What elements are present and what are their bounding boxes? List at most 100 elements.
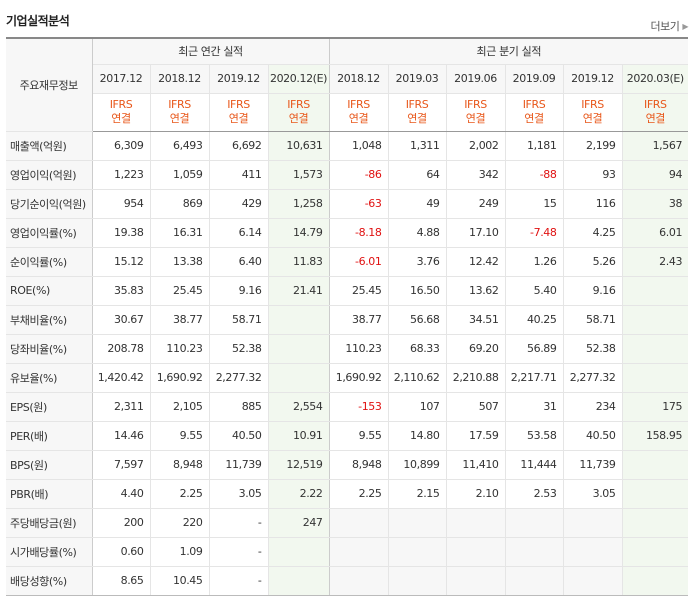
value-cell [268, 305, 330, 335]
value-cell: 208.78 [92, 334, 151, 364]
value-cell: 53.58 [505, 421, 564, 451]
value-cell: 35.83 [92, 276, 151, 306]
value-cell: 4.40 [92, 479, 151, 509]
row-label: 당좌비율(%) [6, 334, 93, 364]
ifrs-label: IFRS 연결 [329, 93, 389, 132]
value-cell: 954 [92, 189, 151, 219]
value-cell [622, 479, 689, 509]
value-cell: 247 [268, 507, 330, 538]
value-cell: 2,554 [268, 391, 330, 422]
value-cell: 0.60 [92, 537, 151, 567]
value-cell: -86 [329, 160, 389, 190]
table-row: EPS(원) 2,311 2,105 885 2,554 -153 107 507 31 234 1… [6, 391, 689, 422]
value-cell: 15.12 [92, 247, 151, 277]
value-cell: 58.71 [563, 305, 623, 335]
row-label: 부채비율(%) [6, 305, 93, 335]
value-cell [446, 507, 506, 538]
value-cell: 10.91 [268, 421, 330, 451]
value-cell: 2,105 [150, 391, 210, 422]
value-cell [268, 363, 330, 393]
value-cell: 6.14 [209, 217, 269, 248]
value-cell: 2,199 [563, 131, 623, 161]
ifrs-top: IFRS [581, 98, 604, 111]
period-header: 2019.06 [446, 64, 506, 94]
value-cell: 14.80 [388, 421, 447, 451]
value-cell: 58.71 [209, 305, 269, 335]
table-row: 영업이익(억원) 1,223 1,059 411 1,573 -86 64 342 -88 93 9… [6, 160, 689, 190]
value-cell: -7.48 [505, 217, 564, 248]
value-cell: -63 [329, 189, 389, 219]
more-link[interactable]: 더보기 ▶ [650, 18, 688, 34]
value-cell: 93 [563, 160, 623, 190]
value-cell [329, 537, 389, 567]
value-cell: 3.76 [388, 247, 447, 277]
value-cell: 2.53 [505, 479, 564, 509]
value-cell: 10,631 [268, 131, 330, 161]
value-cell: 2.15 [388, 479, 447, 509]
value-cell: 31 [505, 391, 564, 422]
value-cell: 9.55 [150, 421, 210, 451]
row-label: BPS(원) [6, 450, 93, 480]
value-cell [268, 537, 330, 567]
value-cell: 885 [209, 391, 269, 422]
period-header: 2020.12(E) [268, 64, 330, 94]
value-cell: 21.41 [268, 276, 330, 306]
ifrs-bottom: 연결 [228, 112, 249, 125]
value-cell: 342 [446, 160, 506, 190]
value-cell: 68.33 [388, 334, 447, 364]
value-cell [563, 507, 623, 538]
period-header: 2018.12 [150, 64, 210, 94]
value-cell: 2.43 [622, 247, 689, 277]
value-cell [563, 566, 623, 596]
period-header: 2019.12 [563, 64, 623, 94]
ifrs-bottom: 연결 [407, 112, 427, 125]
value-cell: 107 [388, 391, 447, 422]
financial-table: 주요재무정보 최근 연간 실적 최근 분기 실적 2017.12 2018.12 2… [6, 37, 689, 596]
value-cell: 64 [388, 160, 447, 190]
value-cell: 110.23 [329, 334, 389, 364]
value-cell [268, 334, 330, 364]
value-cell [622, 537, 689, 567]
period-header: 2017.12 [92, 64, 151, 94]
ifrs-label: IFRS 연결 [92, 93, 151, 132]
value-cell [622, 334, 689, 364]
ifrs-label: IFRS 연결 [563, 93, 623, 132]
value-cell [563, 537, 623, 567]
value-cell: 1,223 [92, 160, 151, 190]
period-header: 2020.03(E) [622, 64, 689, 94]
value-cell [622, 450, 689, 480]
value-cell: 9.16 [563, 276, 623, 306]
value-cell: 11,739 [563, 450, 623, 480]
value-cell: 94 [622, 160, 689, 190]
ifrs-bottom: 연결 [169, 112, 190, 125]
value-cell: 25.45 [329, 276, 389, 306]
value-cell [268, 566, 330, 596]
ifrs-label: IFRS 연결 [505, 93, 564, 132]
value-cell: 13.62 [446, 276, 506, 306]
value-cell: - [209, 537, 269, 567]
value-cell [329, 507, 389, 538]
value-cell: 30.67 [92, 305, 151, 335]
row-label: PER(배) [6, 421, 93, 451]
value-cell: 16.31 [150, 217, 210, 248]
value-cell: 175 [622, 391, 689, 422]
value-cell [622, 305, 689, 335]
table-row: 부채비율(%) 30.67 38.77 58.71 38.77 56.68 34.51 40.… [6, 305, 689, 335]
row-label: 주당배당금(원) [6, 507, 93, 538]
row-label: 순이익률(%) [6, 247, 93, 277]
row-label: ROE(%) [6, 276, 93, 306]
value-cell [622, 566, 689, 596]
table-row: 영업이익률(%) 19.38 16.31 6.14 14.79 -8.18 4.88 17.1… [6, 217, 689, 248]
value-cell [622, 276, 689, 306]
value-cell: 34.51 [446, 305, 506, 335]
value-cell: 8.65 [92, 566, 151, 596]
quarter-group-header: 최근 분기 실적 [329, 37, 689, 65]
table-row: PBR(배) 4.40 2.25 3.05 2.22 2.25 2.15 2.10 2.53 3.… [6, 479, 689, 509]
value-cell: 1,258 [268, 189, 330, 219]
row-label: EPS(원) [6, 391, 93, 422]
value-cell: 2,110.62 [388, 363, 447, 393]
ifrs-label: IFRS 연결 [268, 93, 330, 132]
value-cell: 25.45 [150, 276, 210, 306]
table-body: 매출액(억원) 6,309 6,493 6,692 10,631 1,048 1,311 2,… [6, 131, 689, 596]
ifrs-label: IFRS 연결 [209, 93, 269, 132]
